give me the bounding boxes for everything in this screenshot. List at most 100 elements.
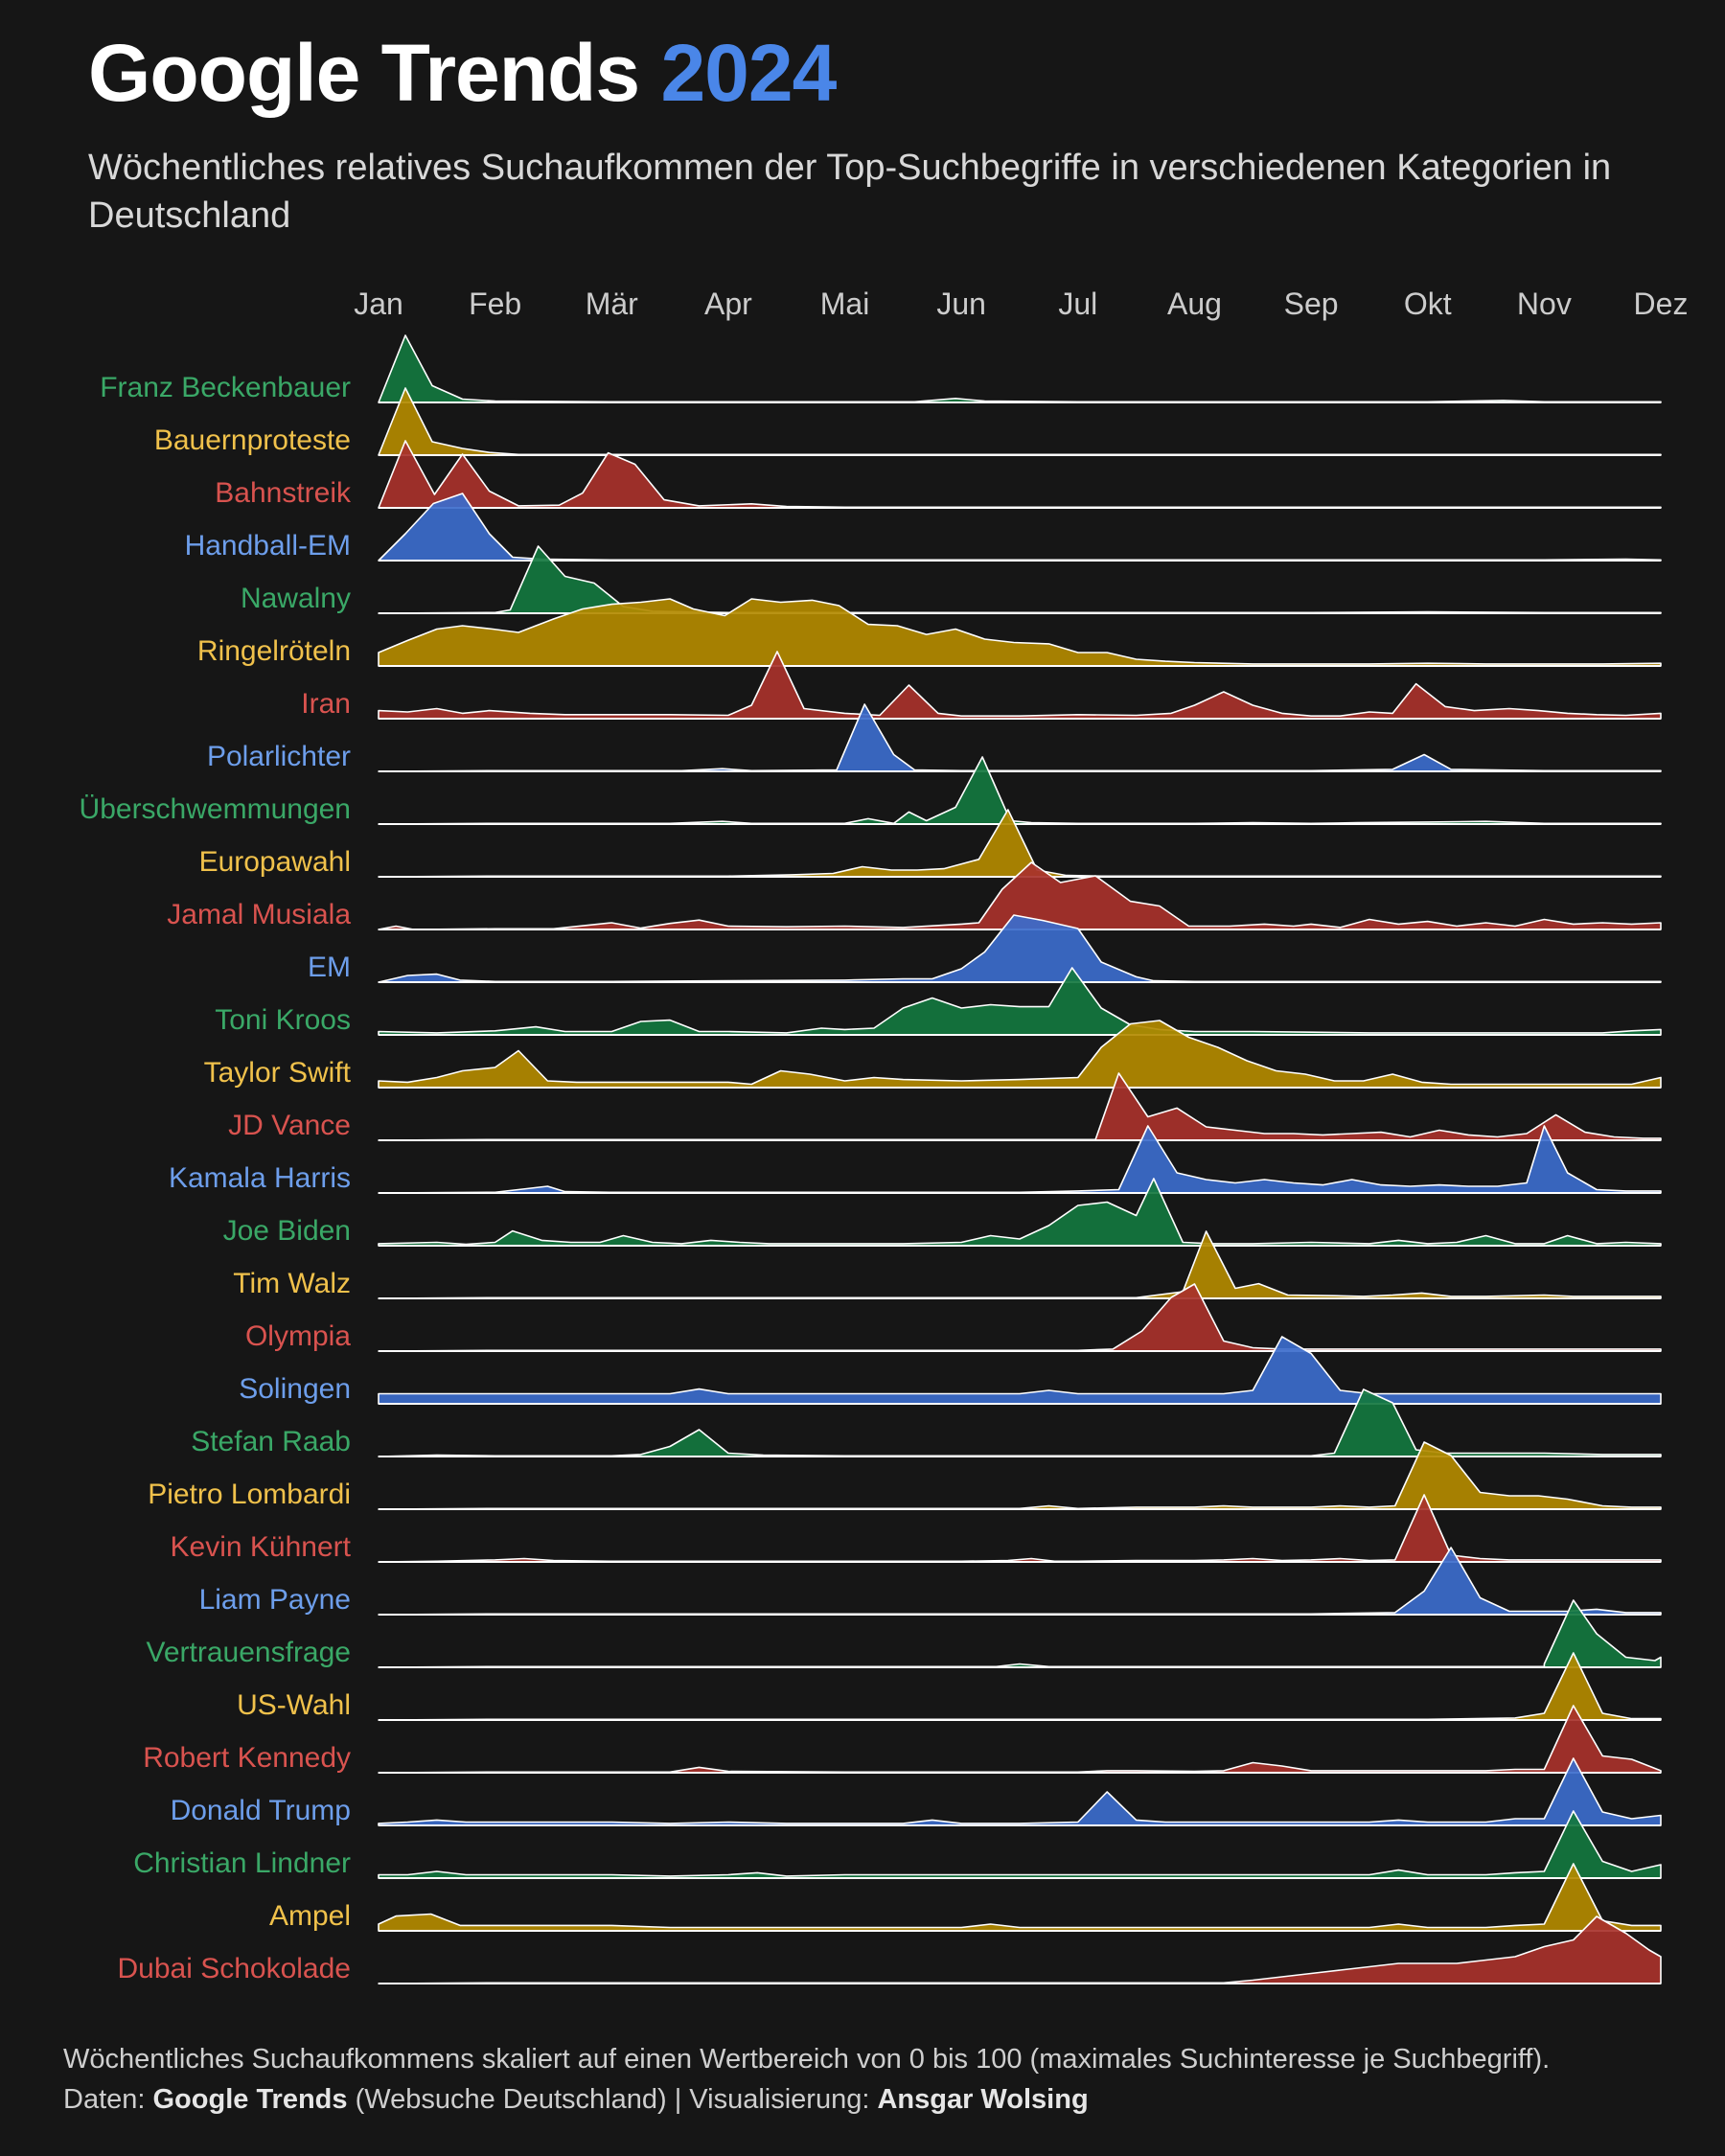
series-label: Überschwemmungen [80,793,351,825]
ridge-row: Tim Walz [233,1230,1662,1299]
page-title: Google Trends 2024 [88,25,837,121]
ridge-row: Christian Lindner [133,1810,1662,1879]
month-label-9: Sep [1284,287,1339,321]
month-label-12: Dez [1634,287,1689,321]
series-label: Bahnstreik [215,477,352,509]
ridge-row: Toni Kroos [215,967,1662,1036]
caption-data-prefix: Daten: [63,2084,153,2115]
month-label-6: Jun [936,287,986,321]
ridge-row: Franz Beckenbauer [100,334,1662,403]
series-label: Franz Beckenbauer [100,372,351,403]
month-label-5: Mai [820,287,870,321]
ridge-row: Robert Kennedy [143,1705,1662,1774]
series-label: Pietro Lombardi [148,1479,351,1510]
ridge-row: Solingen [239,1336,1662,1405]
ridge-area [378,1336,1662,1405]
ridge-row: Iran [301,651,1662,720]
month-label-4: Apr [704,287,752,321]
title-main: Google Trends [88,28,640,118]
ridge-area [378,598,1662,667]
ridge-area [378,1810,1662,1879]
ridge-area [378,651,1662,720]
ridge-row: Polarlichter [207,703,1662,772]
subtitle: Wöchentliches relatives Suchaufkommen de… [88,148,1612,236]
series-label: JD Vance [228,1110,351,1141]
ridge-row: Dubai Schokolade [117,1915,1662,1984]
caption-data-source: Google Trends [152,2084,348,2115]
ridge-area [378,967,1662,1036]
series-label: EM [308,952,351,983]
series-label: Ringelröteln [197,635,351,667]
ridge-area [378,1441,1662,1510]
ridge-area [378,1283,1662,1352]
ridge-row: EM [308,914,1662,983]
series-label: Robert Kennedy [143,1742,351,1774]
ridge-row: Bauernproteste [154,387,1662,456]
series-label: Dubai Schokolade [117,1953,351,1984]
series-label: Ampel [269,1900,351,1932]
series-label: Polarlichter [207,741,351,772]
ridge-area [378,1020,1662,1089]
month-label-2: Feb [469,287,521,321]
series-label: Tim Walz [233,1268,351,1299]
series-label: Kevin Kühnert [171,1531,352,1563]
series-label: Kamala Harris [169,1162,351,1194]
ridge-area [378,756,1662,825]
series-label: Iran [301,688,351,720]
series-label: Jamal Musiala [167,899,351,930]
series-label: US-Wahl [237,1689,351,1721]
series-label: Stefan Raab [191,1426,351,1457]
caption-data-detail: (Websuche Deutschland) | Visualisierung: [347,2084,878,2115]
ridge-row: Ringelröteln [197,598,1662,667]
ridge-row: JD Vance [228,1072,1662,1141]
ridge-row: Joe Biden [223,1178,1662,1247]
ridgeline-chart: Jan Feb Mär Apr Mai Jun Jul Aug Sep Okt Nov Dez Fran… [80,287,1689,1984]
ridge-row: Pietro Lombardi [148,1441,1662,1510]
ridge-row: Bahnstreik [215,440,1662,509]
series-label: Joe Biden [223,1215,351,1247]
ridge-area [378,1178,1662,1247]
ridge-area [378,440,1662,509]
month-label-7: Jul [1058,287,1097,321]
ridge-row: Ampel [269,1863,1662,1932]
series-label: Taylor Swift [204,1057,352,1089]
series-label: Handball-EM [185,530,351,562]
ridge-area [378,809,1662,878]
series-label: Vertrauensfrage [147,1637,351,1668]
ridge-area [378,387,1662,456]
ridge-row: US-Wahl [237,1652,1662,1721]
series-label: Bauernproteste [154,424,351,456]
ridge-row: Liam Payne [199,1547,1662,1616]
ridge-row: Donald Trump [171,1757,1662,1826]
ridge-row: Stefan Raab [191,1388,1662,1457]
caption: Wöchentliches Suchaufkommens skaliert au… [63,2039,1692,2120]
ridge-row: Olympia [245,1283,1662,1352]
caption-author: Ansgar Wolsing [877,2084,1089,2115]
ridge-area [378,861,1662,930]
month-label-11: Nov [1517,287,1572,321]
month-label-1: Jan [354,287,403,321]
series-label: Europawahl [199,846,351,878]
ridge-area [378,1757,1662,1826]
caption-note: Wöchentliches Suchaufkommens skaliert au… [63,2044,1551,2075]
ridge-row: Vertrauensfrage [147,1599,1662,1668]
ridge-area [378,545,1662,614]
series-label: Christian Lindner [133,1847,351,1879]
ridge-area [378,334,1662,403]
series-label: Nawalny [241,583,351,614]
ridge-area [378,1652,1662,1721]
month-label-10: Okt [1404,287,1452,321]
series-label: Solingen [239,1373,351,1405]
series-label: Donald Trump [171,1795,351,1826]
ridge-area [378,1705,1662,1774]
ridge-area [378,1863,1662,1932]
month-label-3: Mär [586,287,638,321]
series-label: Olympia [245,1320,351,1352]
ridge-row: Taylor Swift [204,1020,1662,1089]
title-year: 2024 [660,28,837,118]
ridge-row: Überschwemmungen [80,756,1662,825]
series-label: Liam Payne [199,1584,351,1616]
ridge-row: Handball-EM [185,493,1662,562]
caption-source: Daten: Google Trends (Websuche Deutschla… [63,2079,1692,2120]
